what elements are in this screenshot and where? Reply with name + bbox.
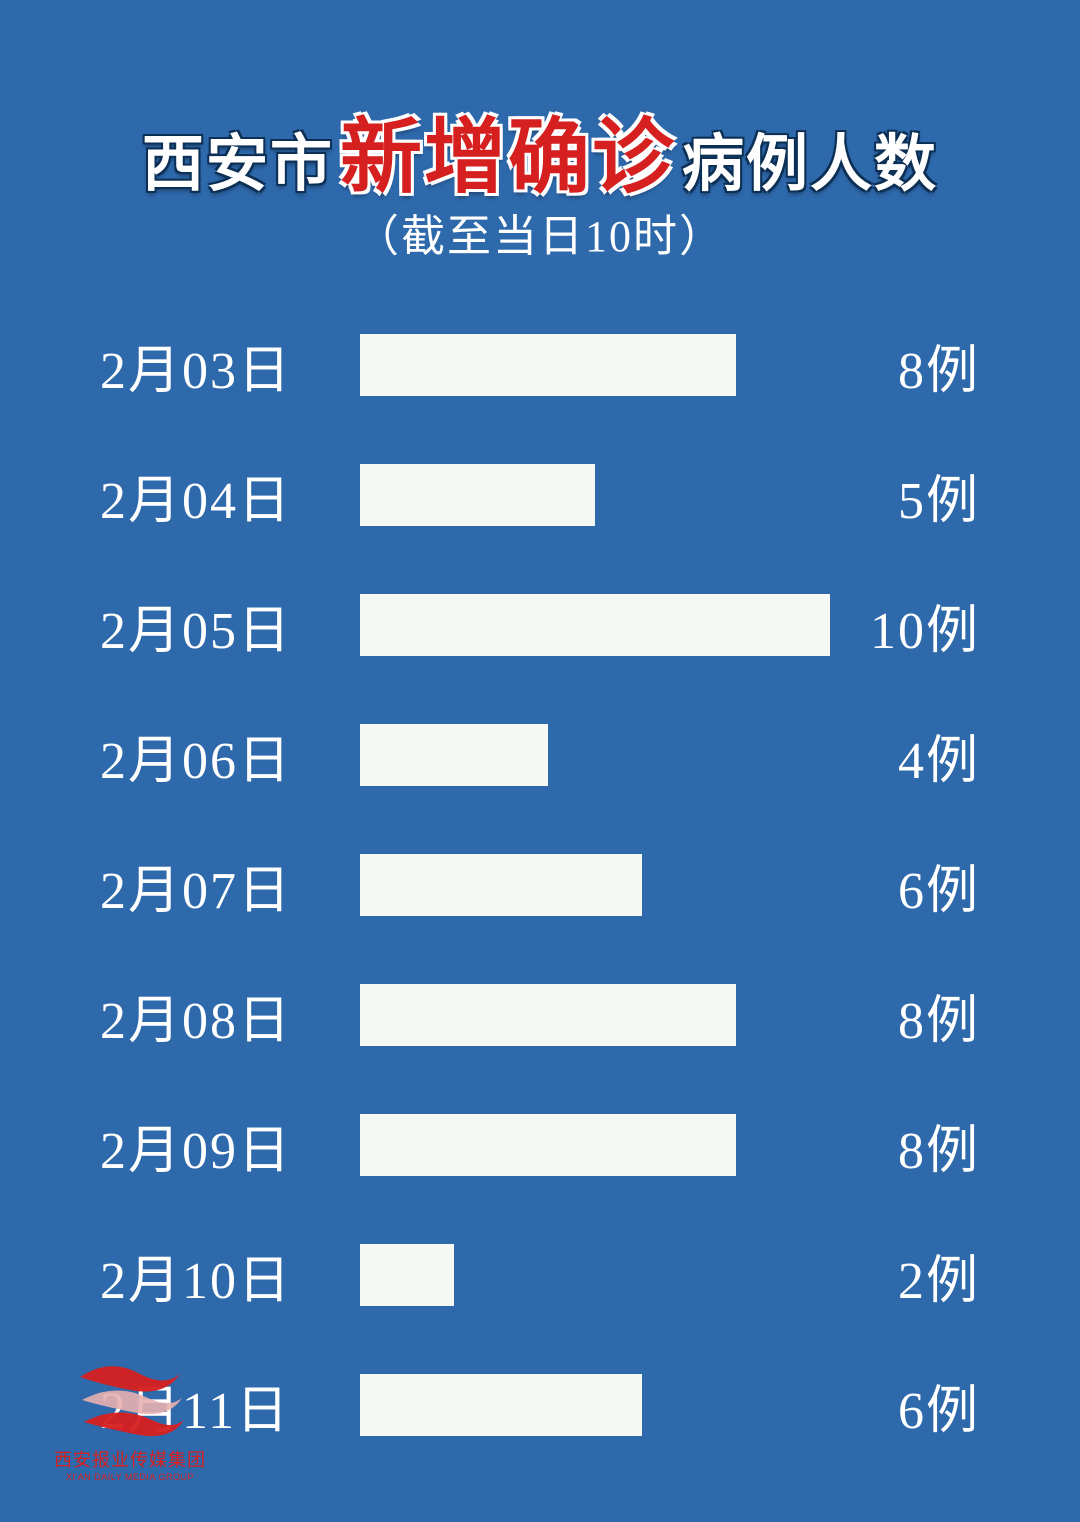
logo-wave-icon bbox=[70, 1352, 190, 1442]
title-block: 西安市新增确诊病例人数 bbox=[0, 90, 1080, 209]
row-bar bbox=[360, 1374, 642, 1436]
title-suffix: 病例人数 bbox=[682, 131, 938, 199]
logo-text: 西安报业传媒集团 bbox=[40, 1446, 220, 1472]
bar-chart: 2月03日 8例 2月04日 5例 2月05日 10例 2月06日 4例 2月07日 6例 2月08… bbox=[100, 300, 980, 1470]
title-highlight: 新增确诊 bbox=[334, 112, 682, 203]
row-bar-cell bbox=[360, 1114, 840, 1176]
logo-subtext: XI'AN DAILY MEDIA GROUP bbox=[40, 1472, 220, 1482]
row-date: 2月05日 bbox=[100, 588, 360, 663]
row-value: 8例 bbox=[840, 1108, 980, 1183]
row-value: 2例 bbox=[840, 1238, 980, 1313]
infographic-canvas: 西安市新增确诊病例人数 （截至当日10时） 2月03日 8例 2月04日 5例 2月05… bbox=[0, 0, 1080, 1522]
chart-row: 2月10日 2例 bbox=[100, 1210, 980, 1340]
chart-row: 2月06日 4例 bbox=[100, 690, 980, 820]
row-bar bbox=[360, 724, 548, 786]
row-bar-cell bbox=[360, 1374, 840, 1436]
row-bar-cell bbox=[360, 334, 840, 396]
row-bar bbox=[360, 984, 736, 1046]
row-bar bbox=[360, 594, 830, 656]
title-prefix: 西安市 bbox=[142, 131, 334, 199]
chart-row: 2月03日 8例 bbox=[100, 300, 980, 430]
row-bar-cell bbox=[360, 464, 840, 526]
row-bar-cell bbox=[360, 984, 840, 1046]
row-bar-cell bbox=[360, 1244, 840, 1306]
row-bar bbox=[360, 854, 642, 916]
title-line: 西安市新增确诊病例人数 bbox=[0, 90, 1080, 209]
row-value: 8例 bbox=[840, 978, 980, 1053]
row-date: 2月04日 bbox=[100, 458, 360, 533]
subtitle: （截至当日10时） bbox=[0, 200, 1080, 264]
row-date: 2月10日 bbox=[100, 1238, 360, 1313]
chart-row: 2月11日6例 bbox=[100, 1340, 980, 1470]
chart-row: 2月08日 8例 bbox=[100, 950, 980, 1080]
row-value: 6例 bbox=[840, 1368, 980, 1443]
row-bar-cell bbox=[360, 594, 840, 656]
row-date: 2月03日 bbox=[100, 328, 360, 403]
row-value: 4例 bbox=[840, 718, 980, 793]
publisher-logo: 西安报业传媒集团 XI'AN DAILY MEDIA GROUP bbox=[40, 1352, 220, 1482]
row-value: 10例 bbox=[840, 588, 980, 663]
row-value: 5例 bbox=[840, 458, 980, 533]
chart-row: 2月04日 5例 bbox=[100, 430, 980, 560]
row-value: 8例 bbox=[840, 328, 980, 403]
row-date: 2月07日 bbox=[100, 848, 360, 923]
row-bar bbox=[360, 464, 595, 526]
row-bar bbox=[360, 1114, 736, 1176]
row-date: 2月09日 bbox=[100, 1108, 360, 1183]
chart-row: 2月09日 8例 bbox=[100, 1080, 980, 1210]
chart-row: 2月05日 10例 bbox=[100, 560, 980, 690]
row-date: 2月06日 bbox=[100, 718, 360, 793]
row-bar bbox=[360, 334, 736, 396]
row-bar-cell bbox=[360, 854, 840, 916]
row-bar-cell bbox=[360, 724, 840, 786]
row-date: 2月08日 bbox=[100, 978, 360, 1053]
row-value: 6例 bbox=[840, 848, 980, 923]
row-bar bbox=[360, 1244, 454, 1306]
chart-row: 2月07日 6例 bbox=[100, 820, 980, 950]
